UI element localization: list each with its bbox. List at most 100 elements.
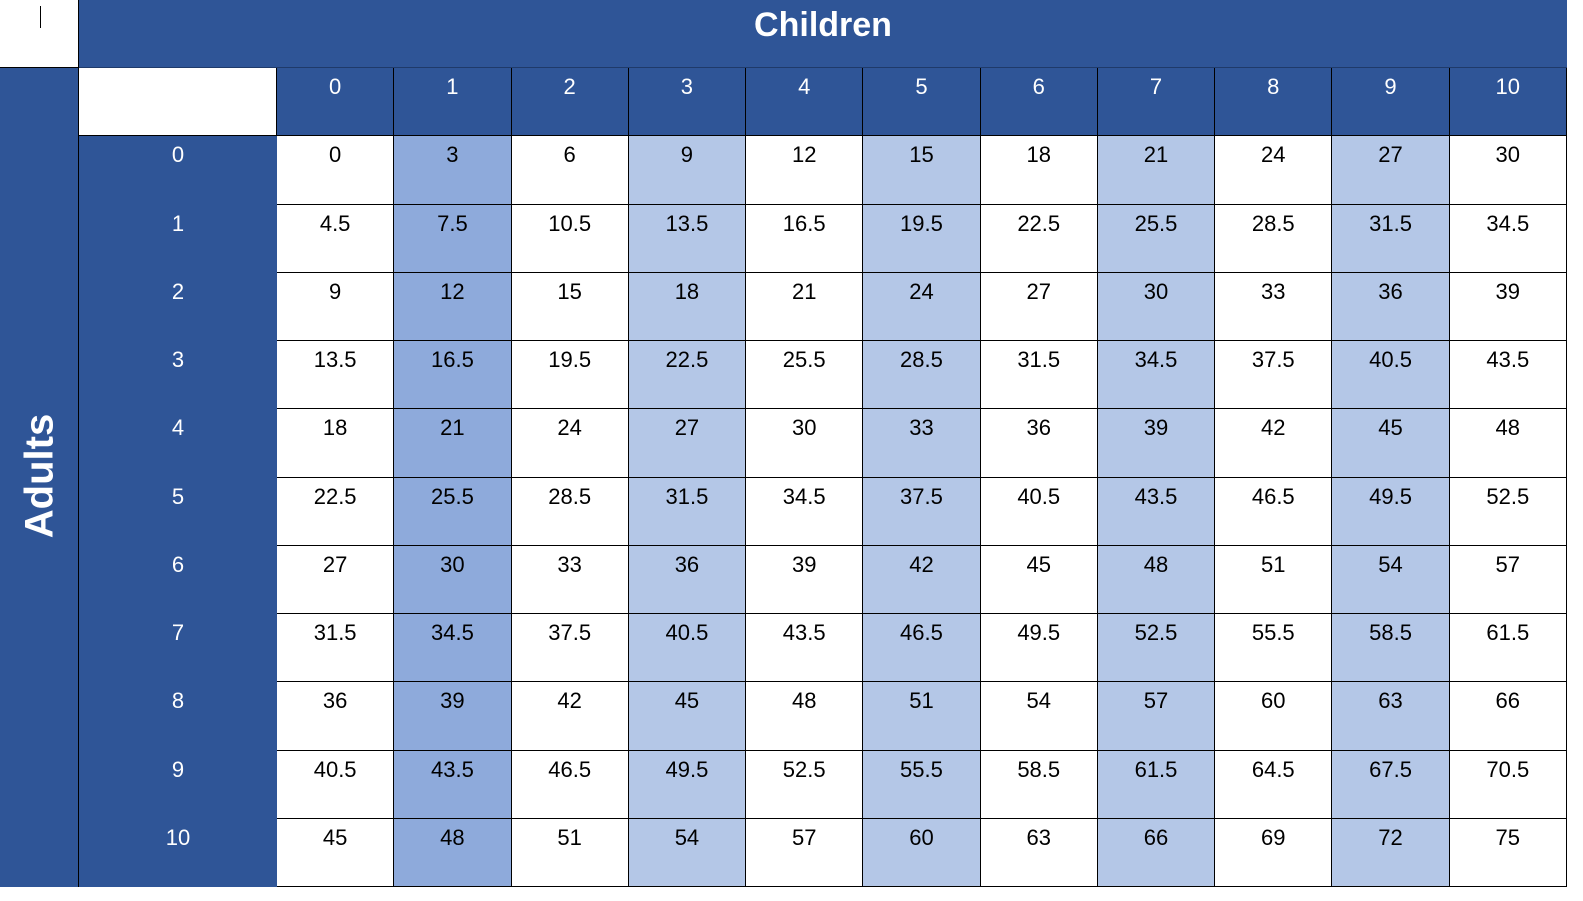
column-header: 3 [628,68,747,137]
table-cell: 15 [863,136,981,205]
table-cell: 54 [1332,545,1450,614]
table-cell: 9 [277,272,395,341]
row-header: 2 [79,272,277,341]
table-cell: 43.5 [394,750,512,819]
table-cell: 40.5 [980,477,1098,546]
table-cell: 3 [394,136,512,205]
column-header: 5 [863,68,981,137]
table-cell: 25.5 [746,341,864,410]
table-cell: 39 [746,545,864,614]
table-cell: 30 [394,545,512,614]
table-cell: 72 [1332,818,1450,887]
table-cell: 52.5 [746,750,864,819]
table-cell: 58.5 [980,750,1098,819]
table-cell: 12 [746,136,864,205]
table-cell: 31.5 [628,477,747,546]
row-header: 1 [79,204,277,273]
row-header: 0 [79,136,277,205]
table-cell: 34.5 [1097,341,1216,410]
table-cell: 58.5 [1332,614,1450,683]
table-cell: 13.5 [277,341,395,410]
table-cell: 46.5 [863,614,981,683]
table-cell: 66 [1449,682,1567,751]
table-cell: 18 [628,272,747,341]
table-cell: 19.5 [863,204,981,273]
row-header: 6 [79,545,277,614]
table-cell: 12 [394,272,512,341]
column-header: 2 [511,68,629,137]
table-cell: 9 [628,136,747,205]
table-cell: 4.5 [277,204,395,273]
table-cell: 10.5 [511,204,629,273]
row-header: 10 [79,818,277,887]
table-cell: 52.5 [1097,614,1216,683]
row-header: 5 [79,477,277,546]
table-cell: 27 [1332,136,1450,205]
table-cell: 45 [277,818,395,887]
table-cell: 37.5 [1215,341,1333,410]
table-cell: 48 [746,682,864,751]
table-cell: 22.5 [980,204,1098,273]
table-cell: 39 [1449,272,1567,341]
table-cell: 39 [1097,409,1216,478]
row-header: 9 [79,750,277,819]
table-cell: 52.5 [1449,477,1567,546]
table-cell: 42 [1215,409,1333,478]
column-header: 0 [277,68,395,137]
table-cell: 57 [1097,682,1216,751]
column-header: 9 [1332,68,1450,137]
table-cell: 37.5 [511,614,629,683]
table-cell: 6 [511,136,629,205]
table-cell: 27 [277,545,395,614]
table-cell: 18 [277,409,395,478]
table-cell: 48 [394,818,512,887]
table-cell: 51 [1215,545,1333,614]
table-cell: 46.5 [511,750,629,819]
table-cell: 28.5 [511,477,629,546]
price-table: 0 1 2 3 4 5 6 7 8 9 10 0 0 3 6 9 12 15 18 21 24 27 30 1 4.5 7.5 10… [79,68,1567,887]
table-cell: 43.5 [746,614,864,683]
table-cell: 69 [1215,818,1333,887]
table-cell: 66 [1097,818,1216,887]
table-cell: 0 [277,136,395,205]
table-cell: 40.5 [628,614,747,683]
table-cell: 27 [980,272,1098,341]
table-cell: 57 [1449,545,1567,614]
column-header: 7 [1097,68,1216,137]
children-header: Children [79,0,1567,68]
table-cell: 27 [628,409,747,478]
table-cell: 33 [1215,272,1333,341]
table-cell: 60 [1215,682,1333,751]
column-header: 1 [394,68,512,137]
table-cell: 42 [511,682,629,751]
table-cell: 51 [863,682,981,751]
table-cell: 64.5 [1215,750,1333,819]
row-header: 8 [79,682,277,751]
table-cell: 19.5 [511,341,629,410]
table-cell: 60 [863,818,981,887]
table-cell: 37.5 [863,477,981,546]
column-header: 4 [746,68,864,137]
table-cell: 61.5 [1097,750,1216,819]
table-cell: 49.5 [1332,477,1450,546]
table-cell: 31.5 [1332,204,1450,273]
table-cell: 49.5 [980,614,1098,683]
table-cell: 22.5 [628,341,747,410]
table-cell: 25.5 [394,477,512,546]
corner-cell [0,0,79,68]
table-cell: 40.5 [277,750,395,819]
table-cell: 39 [394,682,512,751]
column-header: 8 [1215,68,1333,137]
table-cell: 7.5 [394,204,512,273]
row-header: 3 [79,341,277,410]
table-cell: 63 [980,818,1098,887]
children-title: Children [754,6,892,44]
table-cell: 36 [628,545,747,614]
table-cell: 31.5 [980,341,1098,410]
table-corner-blank [79,68,277,137]
table-cell: 30 [1097,272,1216,341]
corner-mark [40,6,41,28]
table-cell: 48 [1449,409,1567,478]
table-cell: 21 [394,409,512,478]
table-cell: 33 [863,409,981,478]
